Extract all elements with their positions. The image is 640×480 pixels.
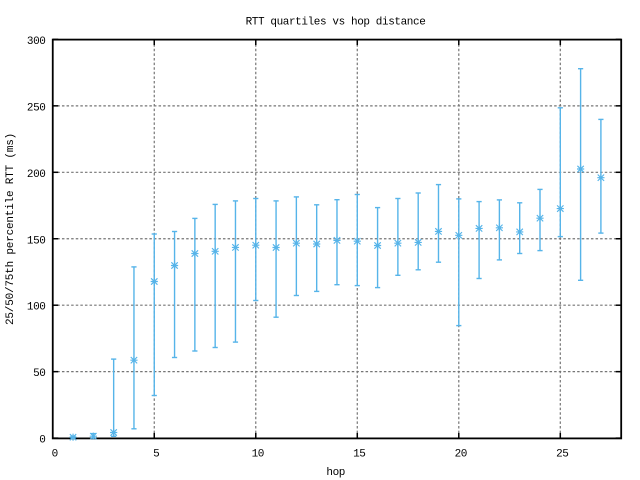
svg-text:100: 100 [27,302,46,314]
svg-text:300: 300 [27,36,46,48]
svg-text:15: 15 [353,449,365,461]
svg-text:10: 10 [252,449,264,461]
svg-text:200: 200 [27,169,46,181]
svg-text:RTT quartiles vs hop distance: RTT quartiles vs hop distance [246,17,426,29]
svg-text:0: 0 [52,449,58,461]
svg-text:0: 0 [39,435,45,447]
svg-text:50: 50 [33,368,45,380]
svg-text:hop: hop [326,467,345,479]
svg-text:25: 25 [556,449,568,461]
svg-text:20: 20 [455,449,467,461]
svg-text:25/50/75th percentile RTT (ms): 25/50/75th percentile RTT (ms) [5,133,17,325]
svg-text:5: 5 [153,449,159,461]
svg-text:150: 150 [27,235,46,247]
svg-text:250: 250 [27,102,46,114]
